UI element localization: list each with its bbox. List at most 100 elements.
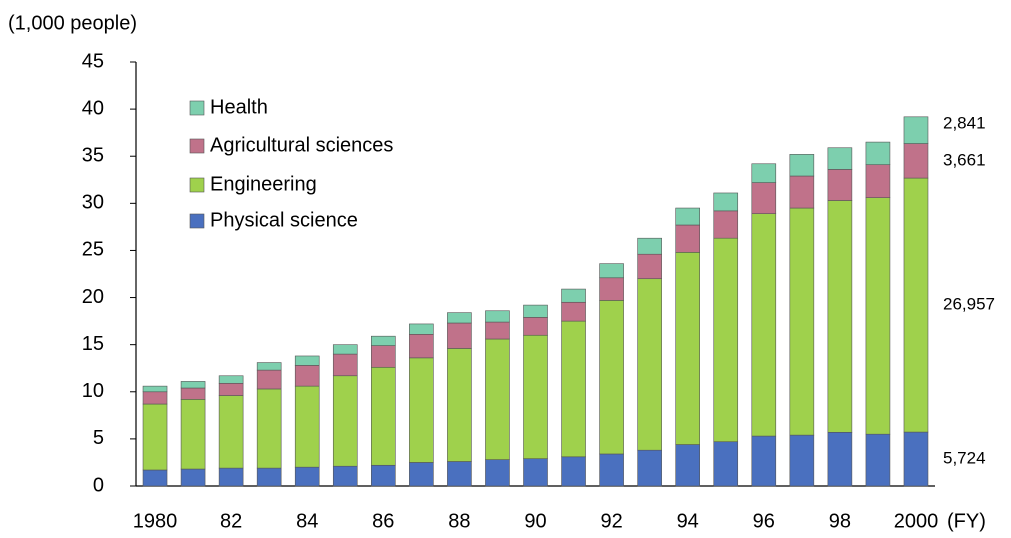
bar-segment — [827, 147, 853, 170]
x-tick-label: 90 — [524, 510, 546, 532]
bar-segment — [903, 116, 929, 144]
legend-label: Agricultural sciences — [210, 134, 393, 156]
y-tick-label: 30 — [82, 192, 104, 214]
bar-segment — [332, 344, 358, 355]
bar-segment — [827, 431, 853, 487]
bar-segment — [561, 320, 586, 458]
bar-segment — [294, 355, 320, 366]
bar-segment — [485, 338, 510, 460]
legend-swatch — [189, 213, 205, 229]
legend-label: Physical science — [210, 209, 358, 231]
bar-segment — [561, 456, 586, 487]
value-label: 26,957 — [943, 295, 995, 314]
bar-segment — [713, 192, 739, 212]
bar-segment — [485, 321, 510, 340]
bar-segment — [523, 317, 548, 336]
bar-segment — [751, 213, 777, 437]
bar-segment — [751, 163, 777, 183]
bar-segment — [294, 385, 320, 468]
x-tick-label: 86 — [372, 510, 394, 532]
bar-segment — [409, 323, 434, 335]
bar-segment — [637, 278, 662, 451]
y-tick-label: 0 — [93, 474, 104, 496]
y-tick-label: 20 — [82, 286, 104, 308]
bar-segment — [371, 464, 396, 487]
bar-segment — [332, 353, 358, 377]
bar-segment — [294, 466, 320, 487]
bar-segment — [256, 362, 282, 371]
bar-segment — [447, 322, 472, 349]
bar-segment — [256, 467, 282, 487]
bar-segment — [142, 391, 168, 405]
bar-segment — [523, 334, 548, 459]
bar-segment — [447, 312, 472, 324]
bar-segment — [865, 164, 891, 198]
bar-segment — [599, 453, 624, 487]
bar-segment — [713, 210, 739, 239]
x-tick-label: 84 — [296, 510, 318, 532]
y-tick-label: 5 — [93, 427, 104, 449]
bar-segment — [561, 288, 586, 303]
bar-segment — [447, 348, 472, 462]
value-label: 5,724 — [943, 449, 986, 468]
x-tick-label: 1980 — [133, 510, 178, 532]
bar-segment — [218, 467, 244, 487]
legend-swatch — [189, 177, 205, 193]
bar-segment — [865, 141, 891, 166]
legend-swatch — [189, 100, 205, 116]
bar-segment — [142, 385, 168, 393]
x-tick-label: 96 — [753, 510, 775, 532]
bar-segment — [371, 335, 396, 346]
bar-segment — [371, 345, 396, 368]
bar-segment — [789, 207, 815, 436]
bar-segment — [523, 304, 548, 318]
value-label: 3,661 — [943, 150, 986, 169]
x-tick-label: 92 — [600, 510, 622, 532]
bar-segment — [485, 310, 510, 323]
y-tick-label: 45 — [82, 50, 104, 72]
bar-segment — [675, 444, 700, 487]
bar-segment — [409, 462, 434, 487]
legend-label: Health — [210, 96, 268, 118]
bar-segment — [371, 366, 396, 466]
bar-segment — [789, 434, 815, 487]
bar-segment — [409, 334, 434, 359]
bar-segment — [599, 277, 624, 301]
bar-segment — [447, 461, 472, 487]
bar-segment — [751, 435, 777, 487]
bar-segment — [789, 175, 815, 209]
bar-segment — [903, 143, 929, 179]
bar-segment — [409, 357, 434, 463]
x-axis-label: (FY) — [947, 510, 986, 532]
bar-segment — [903, 431, 929, 487]
y-tick-label: 15 — [82, 333, 104, 355]
bar-segment — [599, 263, 624, 279]
bar-segment — [827, 169, 853, 201]
bar-segment — [256, 388, 282, 469]
bar-segment — [637, 253, 662, 280]
bar-segment — [523, 458, 548, 487]
bar-segment — [599, 300, 624, 455]
bar-segment — [180, 387, 206, 400]
bar-segment — [180, 468, 206, 487]
bar-segment — [180, 381, 206, 389]
x-tick-label: 98 — [829, 510, 851, 532]
bar-segment — [256, 369, 282, 390]
bar-segment — [218, 375, 244, 384]
bar-segment — [713, 237, 739, 443]
bar-segment — [218, 382, 244, 396]
bar-segment — [865, 433, 891, 487]
bar-segment — [142, 469, 168, 487]
bar-segment — [332, 375, 358, 467]
bar-segment — [675, 224, 700, 253]
y-tick-label: 35 — [82, 145, 104, 167]
legend-label: Engineering — [210, 173, 317, 195]
bar-segment — [294, 365, 320, 387]
bar-segment — [827, 200, 853, 433]
bar-segment — [332, 465, 358, 487]
y-tick-label: 25 — [82, 239, 104, 261]
y-axis-label: (1,000 people) — [8, 12, 137, 34]
bar-segment — [637, 237, 662, 255]
bar-segment — [180, 399, 206, 470]
